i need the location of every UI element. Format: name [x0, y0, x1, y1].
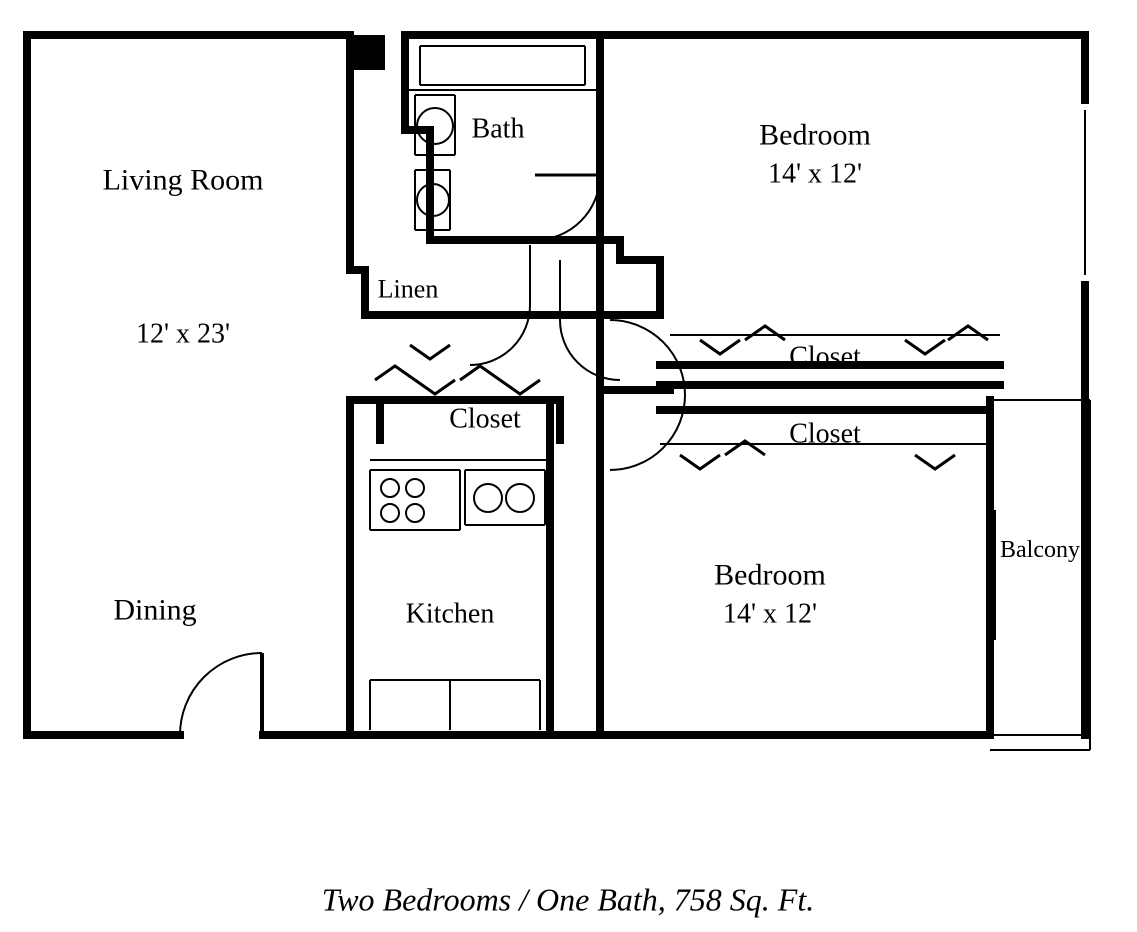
- label-bedroom-bot-dim: 14' x 12': [723, 600, 817, 631]
- label-balcony: Balcony: [1000, 537, 1080, 563]
- label-closet-top: Closet: [789, 343, 861, 374]
- label-linen: Linen: [378, 276, 439, 305]
- label-bedroom-top: Bedroom: [759, 119, 871, 152]
- label-bedroom-top-dim: 14' x 12': [768, 160, 862, 191]
- label-dining: Dining: [113, 594, 196, 627]
- label-living-room-dim: 12' x 23': [136, 320, 230, 351]
- label-bath: Bath: [472, 115, 525, 146]
- label-kitchen: Kitchen: [406, 600, 495, 631]
- label-living-room: Living Room: [103, 164, 264, 197]
- label-closet-kitchen: Closet: [449, 405, 521, 436]
- floor-plan-svg: [0, 0, 1137, 932]
- label-closet-bottom: Closet: [789, 420, 861, 451]
- label-bedroom-bot: Bedroom: [714, 559, 826, 592]
- floorplan-caption: Two Bedrooms / One Bath, 758 Sq. Ft.: [322, 882, 814, 919]
